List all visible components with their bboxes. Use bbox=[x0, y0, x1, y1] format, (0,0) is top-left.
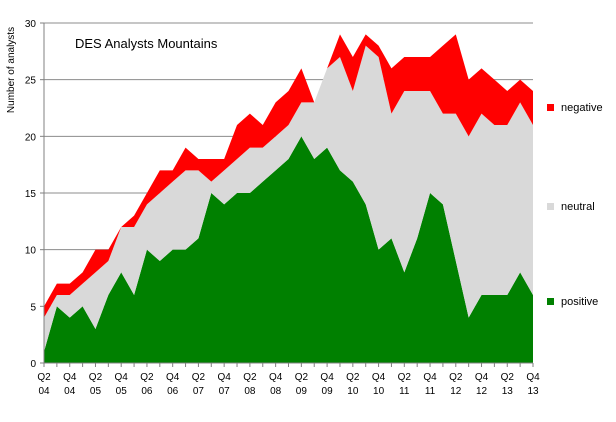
legend-swatch-positive bbox=[547, 298, 554, 305]
x-tick-label: 11 bbox=[425, 386, 436, 397]
x-tick-label: 04 bbox=[38, 386, 50, 397]
y-axis-label: Number of analysts bbox=[6, 27, 17, 113]
x-tick-label: 12 bbox=[476, 386, 488, 397]
y-tick-label: 25 bbox=[25, 76, 37, 87]
y-tick-label: 10 bbox=[25, 246, 37, 257]
x-tick-label: Q2 bbox=[89, 372, 103, 383]
x-tick-label: 10 bbox=[347, 386, 359, 397]
y-tick-label: 30 bbox=[25, 19, 37, 30]
x-tick-label: Q4 bbox=[526, 372, 540, 383]
x-tick-label: Q4 bbox=[423, 372, 437, 383]
x-tick-label: 05 bbox=[116, 386, 128, 397]
x-tick-label: Q4 bbox=[63, 372, 77, 383]
x-tick-label: Q2 bbox=[140, 372, 154, 383]
x-tick-label: 06 bbox=[141, 386, 153, 397]
y-tick-label: 20 bbox=[25, 132, 37, 143]
y-tick-label: 0 bbox=[30, 359, 36, 370]
area-positive bbox=[44, 136, 533, 363]
x-tick-label: Q4 bbox=[166, 372, 180, 383]
x-tick-label: 13 bbox=[527, 386, 539, 397]
x-tick-label: 12 bbox=[450, 386, 462, 397]
x-tick-label: 13 bbox=[502, 386, 514, 397]
x-tick-label: Q2 bbox=[243, 372, 257, 383]
legend-label-neutral: neutral bbox=[561, 201, 595, 213]
legend-swatch-neutral bbox=[547, 203, 554, 210]
x-tick-label: 07 bbox=[193, 386, 205, 397]
x-tick-label: 08 bbox=[270, 386, 282, 397]
x-tick-label: Q4 bbox=[115, 372, 129, 383]
y-tick-label: 15 bbox=[25, 189, 37, 200]
x-tick-label: Q4 bbox=[475, 372, 489, 383]
x-tick-label: Q2 bbox=[346, 372, 360, 383]
x-tick-label: 04 bbox=[64, 386, 76, 397]
x-tick-label: Q4 bbox=[372, 372, 386, 383]
x-tick-label: 11 bbox=[399, 386, 410, 397]
x-tick-label: 09 bbox=[322, 386, 334, 397]
x-tick-label: Q2 bbox=[295, 372, 309, 383]
legend-label-positive: positive bbox=[561, 296, 598, 308]
x-tick-label: 07 bbox=[219, 386, 231, 397]
chart-title: DES Analysts Mountains bbox=[75, 36, 218, 51]
x-tick-label: Q2 bbox=[501, 372, 515, 383]
x-tick-label: 08 bbox=[244, 386, 256, 397]
legend-label-negative: negative bbox=[561, 102, 603, 114]
x-tick-label: 05 bbox=[90, 386, 102, 397]
area-layer bbox=[44, 34, 533, 363]
x-tick-label: Q4 bbox=[217, 372, 231, 383]
x-tick-label: Q4 bbox=[269, 372, 283, 383]
x-tick-label: Q4 bbox=[320, 372, 334, 383]
x-tick-label: Q2 bbox=[449, 372, 463, 383]
x-tick-label: Q2 bbox=[192, 372, 206, 383]
area-neutral bbox=[44, 45, 533, 352]
x-tick-label: 09 bbox=[296, 386, 308, 397]
legend: positive neutral negative bbox=[547, 102, 603, 308]
x-tick-label: Q2 bbox=[37, 372, 51, 383]
x-tick-label: 06 bbox=[167, 386, 179, 397]
y-tick-label: 5 bbox=[30, 302, 36, 313]
x-tick-label: Q2 bbox=[398, 372, 412, 383]
legend-swatch-negative bbox=[547, 104, 554, 111]
x-tick-label: 10 bbox=[373, 386, 385, 397]
axis-layer: 051015202530Q204Q404Q205Q405Q206Q406Q207… bbox=[25, 19, 540, 397]
